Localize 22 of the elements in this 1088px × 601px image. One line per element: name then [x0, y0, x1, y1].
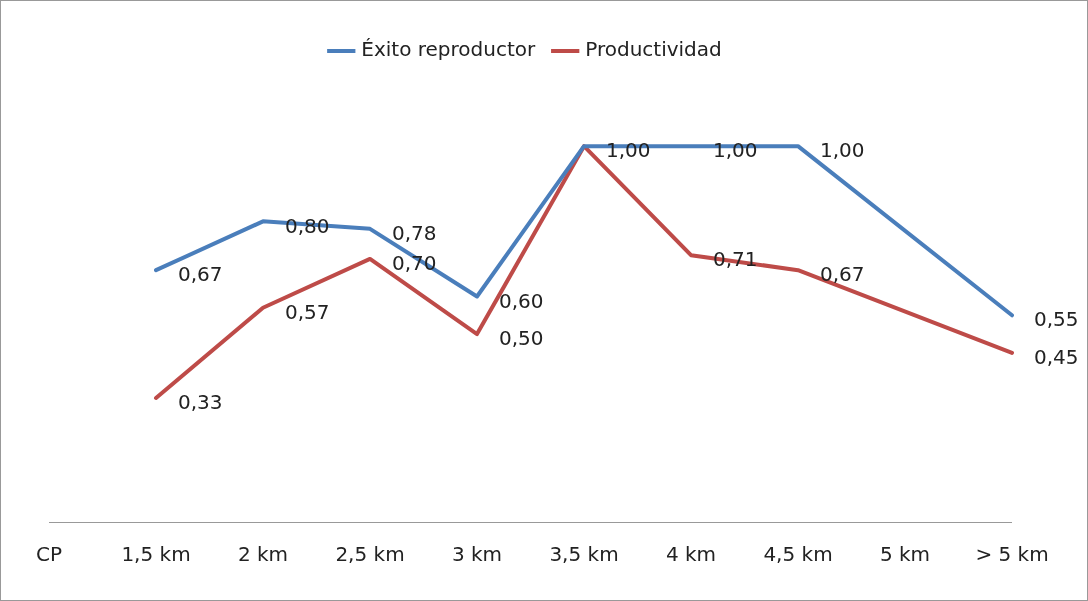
data-label: 0,50 [499, 326, 544, 351]
x-tick-label: > 5 km [975, 542, 1049, 567]
x-tick-label: 2 km [237, 542, 289, 567]
data-label: 0,55 [1034, 307, 1079, 332]
data-label: 0,67 [820, 262, 865, 287]
data-label: 0,45 [1034, 345, 1079, 370]
data-label: 0,57 [285, 299, 330, 324]
x-tick-label: 4 km [665, 542, 717, 567]
x-tick-label: 5 km [879, 542, 931, 567]
x-tick-label: 1,5 km [121, 542, 191, 567]
legend-label: Productividad [585, 37, 722, 62]
data-label: 0,78 [392, 221, 437, 246]
x-tick-label: CP [35, 542, 63, 567]
x-tick-label: 3,5 km [549, 542, 619, 567]
data-label: 1,00 [820, 138, 865, 163]
x-tick-label: 4,5 km [763, 542, 833, 567]
data-label: 0,67 [178, 262, 223, 287]
legend-label: Éxito reproductor [361, 37, 536, 62]
x-tick-label: 3 km [451, 542, 503, 567]
data-label: 0,60 [499, 288, 544, 313]
x-tick-label: 2,5 km [335, 542, 405, 567]
data-label: 0,33 [178, 390, 223, 415]
